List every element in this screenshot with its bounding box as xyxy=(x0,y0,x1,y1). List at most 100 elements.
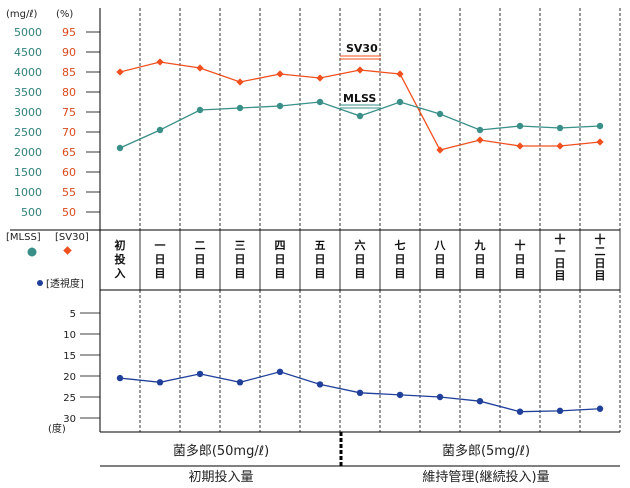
mlss-point xyxy=(316,98,324,106)
mlss-tick-label: 3500 xyxy=(14,86,42,99)
transparency-tick-label: 10 xyxy=(63,330,76,341)
mlss-point xyxy=(516,122,524,130)
mlss-series-label: MLSS xyxy=(343,92,376,105)
phase-initial-label: 初期投入量 xyxy=(188,469,253,485)
day-label: 九日目 xyxy=(474,238,486,280)
legend-mlss-marker xyxy=(27,247,37,257)
sv30-tick-label: 75 xyxy=(62,106,76,119)
mlss-point xyxy=(556,124,564,132)
mlss-point xyxy=(476,126,484,134)
sv30-point xyxy=(476,136,484,144)
sv30-point xyxy=(396,70,404,78)
mlss-point xyxy=(396,98,404,106)
sv30-point xyxy=(556,142,564,150)
mlss-point xyxy=(356,112,364,120)
tick-labels: 500 1000 1500 2000 2500 3000 3500 4000 4500 5000 5… xyxy=(14,26,100,425)
transparency-point xyxy=(116,374,124,382)
day-label: 二日目 xyxy=(195,239,206,280)
day-label: 五日目 xyxy=(315,239,326,280)
day-label: 十日目 xyxy=(515,238,526,280)
sv30-point xyxy=(516,142,524,150)
day-label: 初投入 xyxy=(115,238,126,280)
sv30-point xyxy=(356,66,364,74)
day-label: 八日目 xyxy=(434,239,447,280)
sv30-point xyxy=(596,138,604,146)
sv30-point xyxy=(156,58,164,66)
day-label: 六日目 xyxy=(355,238,366,280)
transparency-tick-label: 20 xyxy=(63,372,76,383)
mlss-tick-label: 3000 xyxy=(14,106,42,119)
transparency-unit-label: (度) xyxy=(48,422,66,435)
transparency-tick-label: 25 xyxy=(63,393,76,404)
mlss-tick-label: 1000 xyxy=(14,186,42,199)
day-label: 十一日目 xyxy=(555,232,566,282)
sv30-point xyxy=(436,146,444,154)
mlss-unit-label: (mg/ℓ) xyxy=(6,9,37,20)
sv30-point xyxy=(116,68,124,76)
transparency-point xyxy=(596,405,604,412)
legend-sv30-marker xyxy=(63,246,72,255)
sv30-series xyxy=(116,58,604,154)
sv30-tick-label: 85 xyxy=(62,66,76,79)
sv30-tick-label: 55 xyxy=(62,186,76,199)
transparency-point xyxy=(516,408,524,415)
sv30-tick-label: 70 xyxy=(62,126,76,139)
transparency-tick-label: 5 xyxy=(70,309,76,320)
sv30-line xyxy=(119,61,601,151)
dose-maintenance-label: 菌多郎(5mg/ℓ) xyxy=(442,443,530,459)
transparency-point xyxy=(236,379,244,386)
day-label: 三日目 xyxy=(235,239,246,280)
day-label: 十二日目 xyxy=(595,232,606,282)
mlss-point xyxy=(596,122,604,130)
day-labels: 初投入 一日目 二日目 三日目 四日目 五日目 六日目 七日目 八日目 九日目 十日目 十一日目 十二日… xyxy=(115,232,606,282)
sv30-point xyxy=(276,70,284,78)
sv30-tick-label: 50 xyxy=(62,206,76,219)
transparency-point xyxy=(156,379,164,386)
legend-transparency-marker xyxy=(37,280,43,286)
sv30-point xyxy=(196,64,204,72)
mlss-tick-label: 4500 xyxy=(14,46,42,59)
sv30-point xyxy=(316,74,324,82)
mlss-tick-label: 4000 xyxy=(14,66,42,79)
sv30-tick-label: 95 xyxy=(62,26,76,39)
day-label: 一日目 xyxy=(155,239,166,280)
sv30-tick-label: 60 xyxy=(62,166,76,179)
chart-frame xyxy=(10,8,621,467)
mlss-tick-label: 2500 xyxy=(14,126,42,139)
legend-transparency-label: [透視度] xyxy=(46,277,84,290)
mlss-line xyxy=(119,101,601,149)
transparency-point xyxy=(396,391,404,399)
transparency-point xyxy=(276,368,284,375)
mlss-point xyxy=(436,110,444,118)
transparency-point xyxy=(316,381,324,388)
day-label: 七日目 xyxy=(395,238,406,280)
mlss-point xyxy=(116,144,124,152)
phase-maintenance-label: 維持管理(継続投入)量 xyxy=(422,469,549,485)
sv30-unit-label: (%) xyxy=(56,9,73,20)
mlss-series xyxy=(116,98,604,152)
mlss-tick-label: 500 xyxy=(21,206,42,219)
transparency-point xyxy=(436,393,444,401)
transparency-tick-label: 30 xyxy=(63,414,76,425)
transparency-point xyxy=(556,407,564,415)
transparency-point xyxy=(476,398,484,405)
mlss-tick-label: 5000 xyxy=(14,26,42,39)
mlss-tick-label: 2000 xyxy=(14,146,42,159)
legend-sv30-label: [SV30] xyxy=(55,232,89,243)
dose-initial-label: 菌多郎(50mg/ℓ) xyxy=(173,443,269,459)
mlss-point xyxy=(236,104,244,112)
transparency-point xyxy=(356,389,364,396)
sv30-tick-label: 90 xyxy=(62,46,76,59)
mlss-point xyxy=(276,102,284,110)
mlss-tick-label: 1500 xyxy=(14,166,42,179)
sv30-point xyxy=(236,78,244,86)
transparency-series xyxy=(116,368,604,415)
day-label: 四日目 xyxy=(275,239,286,280)
legend-mlss-label: [MLSS] xyxy=(6,232,41,243)
sv30-series-label: SV30 xyxy=(346,42,378,55)
transparency-tick-label: 15 xyxy=(63,351,76,362)
transparency-point xyxy=(196,370,204,378)
mlss-point xyxy=(156,126,164,134)
data-series xyxy=(116,55,604,415)
